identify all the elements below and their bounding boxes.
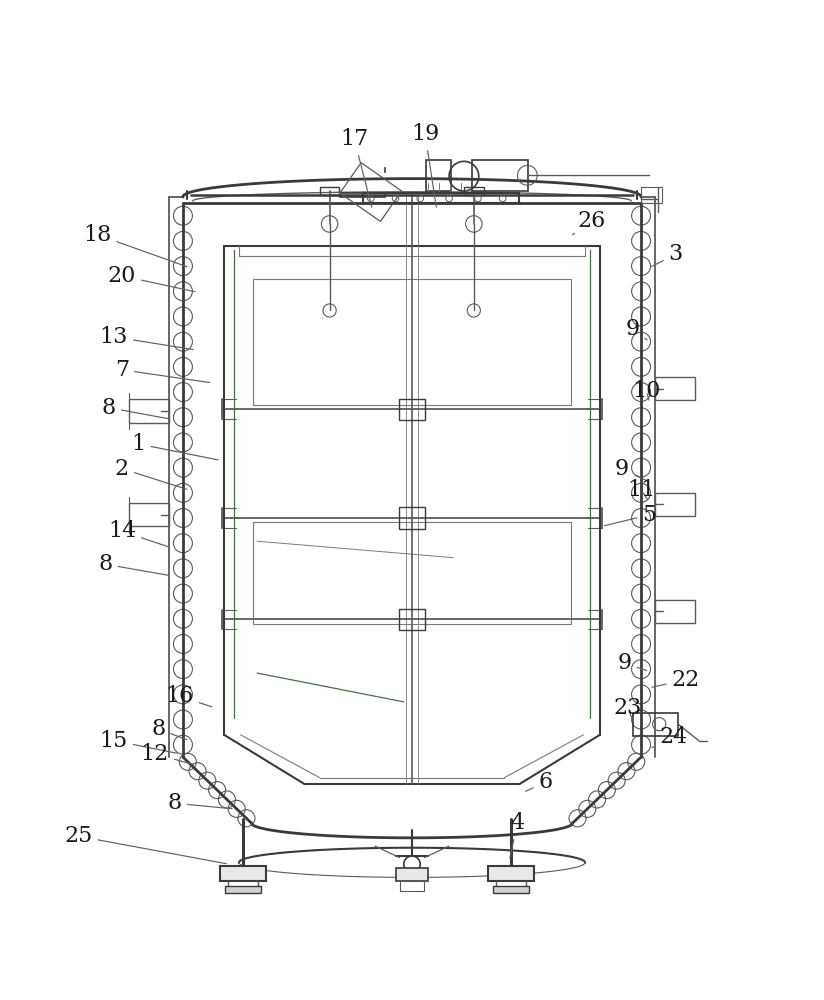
Text: 23: 23	[614, 697, 642, 719]
Bar	[339, 193, 385, 197]
Bar	[129, 503, 169, 526]
Text: 1: 1	[131, 433, 218, 460]
Bar	[488, 866, 534, 881]
Text: 11: 11	[627, 479, 655, 501]
Text: 15: 15	[100, 730, 177, 753]
Text: 10: 10	[633, 380, 661, 402]
Text: 9: 9	[625, 318, 647, 340]
Bar	[399, 609, 425, 630]
Text: 8: 8	[101, 397, 169, 419]
Text: 22: 22	[652, 669, 700, 691]
Bar	[399, 399, 425, 420]
Bar	[129, 399, 169, 423]
Text: 4: 4	[510, 812, 525, 858]
Bar	[655, 377, 695, 400]
Bar	[472, 160, 528, 191]
Text: 17: 17	[340, 128, 372, 207]
Text: 2: 2	[115, 458, 187, 489]
Text: 18: 18	[83, 224, 187, 267]
Bar	[396, 868, 428, 881]
Text: 14: 14	[108, 520, 169, 547]
Text: 7: 7	[115, 359, 210, 383]
Text: 20: 20	[108, 265, 195, 292]
Bar	[363, 193, 519, 203]
Text: 24: 24	[652, 726, 688, 748]
Bar	[633, 713, 678, 736]
Bar	[320, 187, 339, 195]
Text: 12: 12	[141, 743, 194, 765]
Text: 5: 5	[604, 504, 657, 526]
Text: 8: 8	[167, 792, 232, 814]
Bar	[655, 493, 695, 516]
Bar	[655, 600, 695, 623]
Bar	[220, 866, 266, 881]
Text: 13: 13	[100, 326, 194, 350]
Text: 8: 8	[98, 553, 169, 575]
Bar	[400, 881, 424, 891]
Text: 6: 6	[526, 771, 553, 793]
Text: 9: 9	[615, 458, 647, 481]
Bar	[641, 187, 662, 203]
Text: 25: 25	[64, 825, 227, 864]
Text: 3: 3	[652, 243, 683, 266]
Text: 16: 16	[166, 685, 212, 707]
Bar	[464, 187, 484, 195]
Bar	[493, 886, 529, 893]
Text: 8: 8	[151, 718, 187, 740]
Text: 19: 19	[411, 123, 439, 207]
Bar	[426, 160, 451, 191]
Text: 9: 9	[617, 652, 647, 674]
Bar	[399, 507, 425, 529]
Text: 26: 26	[573, 210, 606, 235]
Bar	[225, 886, 261, 893]
